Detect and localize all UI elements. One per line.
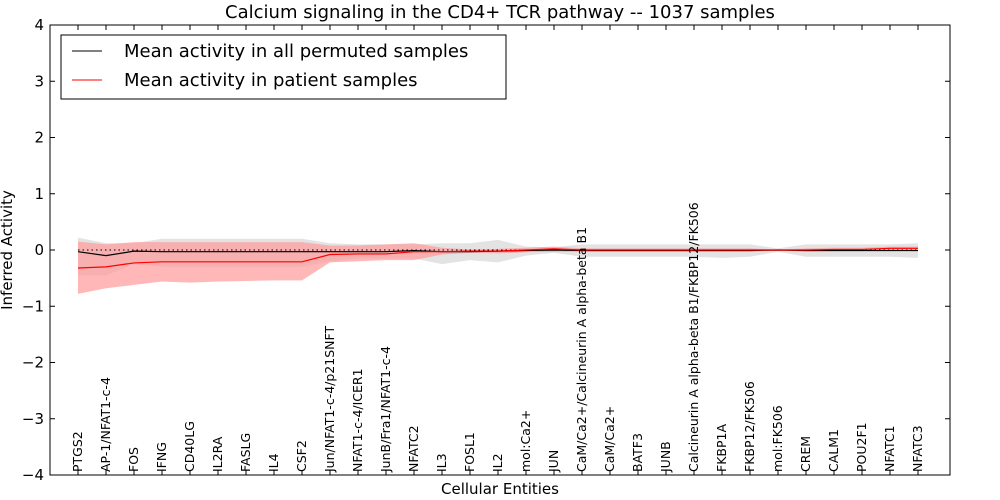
confidence-bands [78, 237, 918, 294]
ytick-label-4: 0 [34, 241, 44, 259]
xtick-label-18: CaM/Ca2+/Calcineurin A alpha-beta B1 [574, 227, 589, 472]
xtick-label-12: NFATC2 [406, 425, 421, 472]
xtick-label-26: CREM [798, 436, 813, 472]
axis-ticks [50, 24, 950, 476]
xtick-label-7: IL4 [266, 453, 281, 472]
xtick-label-20: BATF3 [630, 433, 645, 472]
xtick-label-15: IL2 [490, 453, 505, 472]
xtick-label-30: NFATC3 [910, 425, 925, 472]
ytick-label-8: 4 [34, 16, 44, 34]
ytick-label-2: −2 [22, 354, 44, 372]
legend: Mean activity in all permuted samples Me… [60, 34, 507, 100]
xtick-label-3: IFNG [154, 442, 169, 472]
xtick-label-0: PTGS2 [70, 431, 85, 472]
line-patient [77, 247, 918, 269]
ytick-label-3: −1 [22, 297, 44, 315]
xtick-label-9: Jun/NFAT1-c-4/p21SNFT [322, 326, 337, 473]
ytick-label-1: −3 [22, 410, 44, 428]
ytick-label-6: 2 [34, 129, 44, 147]
xtick-label-23: FKBP1A [714, 424, 729, 472]
xtick-label-25: mol:FK506 [770, 405, 785, 472]
xtick-label-8: CSF2 [294, 440, 309, 472]
xtick-label-24: FKBP12/FK506 [742, 381, 757, 472]
xtick-label-27: CALM1 [826, 429, 841, 472]
plot-area: −4 −3 −2 −1 0 1 2 3 4 PTGS2 AP-1/NFAT1-c-4 FOS IFNG… [22, 16, 951, 484]
band-patient [78, 241, 918, 294]
x-axis-label: Cellular Entities [441, 480, 559, 498]
xtick-label-29: NFATC1 [882, 425, 897, 472]
xtick-label-17: JUN [546, 450, 561, 473]
xtick-label-16: mol:Ca2+ [518, 410, 533, 472]
ytick-label-7: 3 [34, 72, 44, 90]
ytick-label-5: 1 [34, 185, 44, 203]
xtick-label-11: JunB/Fra1/NFAT1-c-4 [378, 346, 393, 473]
xtick-label-28: POU2F1 [854, 422, 869, 472]
xtick-label-22: Calcineurin A alpha-beta B1/FKBP12/FK506 [686, 202, 701, 472]
xtick-label-19: CaM/Ca2+ [602, 406, 617, 472]
legend-box [60, 34, 507, 100]
xtick-label-6: FASLG [238, 433, 253, 472]
xtick-label-21: JUNB [658, 441, 673, 473]
legend-label-permuted: Mean activity in all permuted samples [124, 41, 468, 62]
y-axis-label: Inferred Activity [0, 190, 16, 310]
xtick-label-14: FOSL1 [462, 432, 477, 472]
xtick-label-4: CD40LG [182, 421, 197, 472]
series-lines [77, 247, 918, 269]
xtick-label-1: AP-1/NFAT1-c-4 [98, 377, 113, 472]
legend-label-patient: Mean activity in patient samples [124, 70, 418, 91]
ytick-label-0: −4 [22, 466, 44, 484]
xtick-label-2: FOS [126, 447, 141, 472]
xtick-label-5: IL2RA [210, 436, 225, 472]
xtick-label-10: NFAT1-c-4/ICER1 [350, 368, 365, 472]
x-tick-labels: PTGS2 AP-1/NFAT1-c-4 FOS IFNG CD40LG IL2RA FAS… [70, 202, 925, 473]
xtick-label-13: IL3 [434, 453, 449, 472]
chart-title: Calcium signaling in the CD4+ TCR pathwa… [225, 2, 775, 23]
y-tick-labels: −4 −3 −2 −1 0 1 2 3 4 [22, 16, 44, 484]
